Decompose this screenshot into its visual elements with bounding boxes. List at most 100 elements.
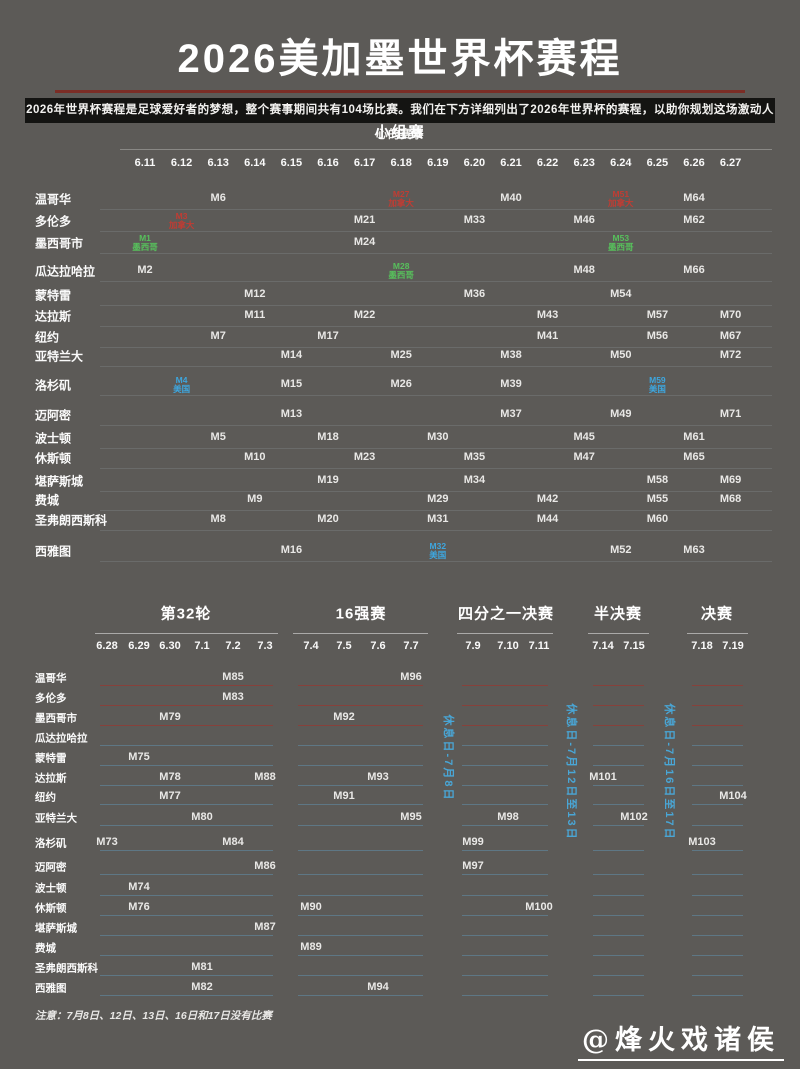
knockout-row-line-sf [593, 975, 644, 976]
match-cell-M55: M55 [646, 493, 669, 506]
section-header-line-r16 [293, 633, 428, 634]
group-row-line [100, 468, 772, 469]
knockout-date-6.30: 6.30 [159, 640, 181, 652]
group-row-line [100, 510, 772, 511]
knockout-row-line-sf [593, 705, 644, 706]
knockout-row-line-final [692, 725, 743, 726]
match-cell-M38: M38 [500, 349, 522, 362]
knockout-row-line-final [692, 765, 743, 766]
group-row-line [100, 425, 772, 426]
match-cell-M75: M75 [128, 751, 150, 764]
knockout-date-6.29: 6.29 [128, 640, 150, 652]
match-cell-M81: M81 [191, 961, 213, 974]
match-cell-M16: M16 [280, 544, 303, 557]
page-title: 2026美加墨世界杯赛程 [177, 37, 623, 81]
group-city-label: 迈阿密 [35, 408, 72, 423]
rest-day-label-1: 休息日-7月8日 [442, 714, 454, 802]
knockout-row-line-final [692, 705, 743, 706]
knockout-row-line-qf [462, 785, 548, 786]
knockout-date-7.10: 7.10 [497, 640, 519, 652]
knockout-city-label: 蒙特雷 [35, 752, 67, 765]
knockout-row-line-qf [462, 765, 548, 766]
match-cell-M29: M29 [427, 493, 449, 506]
match-cell-M51: M51 加拿大 [608, 189, 634, 208]
match-cell-M9: M9 [247, 493, 263, 506]
match-cell-M33: M33 [463, 214, 486, 227]
match-cell-M96: M96 [400, 671, 422, 684]
group-date-6.13: 6.13 [207, 157, 229, 169]
match-cell-M86: M86 [254, 860, 276, 873]
section-title-sf: 半决赛 [593, 605, 643, 623]
knockout-row-line-r32 [100, 705, 273, 706]
knockout-row-line-r32 [100, 745, 273, 746]
match-cell-M74: M74 [128, 881, 150, 894]
knockout-row-line-r16 [298, 804, 423, 805]
knockout-date-7.9: 7.9 [465, 640, 481, 652]
knockout-row-line-sf [593, 785, 644, 786]
group-date-6.19: 6.19 [427, 157, 449, 169]
knockout-row-line-r16 [298, 745, 423, 746]
knockout-city-label: 休斯顿 [35, 902, 67, 915]
knockout-row-line-final [692, 995, 743, 996]
knockout-row-line-r32 [100, 874, 273, 875]
match-cell-M22: M22 [353, 309, 376, 322]
group-date-6.26: 6.26 [683, 157, 705, 169]
watermark-signature: @烽火戏诸侯 [578, 1018, 784, 1061]
group-date-6.16: 6.16 [317, 157, 339, 169]
match-cell-M65: M65 [683, 451, 705, 464]
knockout-date-6.28: 6.28 [96, 640, 118, 652]
group-date-6.22: 6.22 [536, 157, 559, 169]
footer-note: 注意：7月8日、12日、13日、16日和17日没有比赛 [35, 1010, 272, 1022]
match-cell-M49: M49 [610, 408, 632, 421]
knockout-row-line-sf [593, 825, 644, 826]
match-cell-M42: M42 [536, 493, 559, 506]
knockout-row-line-qf [462, 725, 548, 726]
match-cell-M8: M8 [210, 513, 226, 526]
knockout-row-line-sf [593, 850, 644, 851]
group-row-line [100, 530, 772, 531]
match-cell-M43: M43 [536, 309, 559, 322]
group-row-line [100, 305, 772, 306]
knockout-city-label: 纽约 [35, 791, 56, 804]
knockout-date-7.1: 7.1 [194, 640, 210, 652]
knockout-row-line-sf [593, 874, 644, 875]
knockout-row-line-final [692, 915, 743, 916]
group-city-label: 圣弗朗西斯科 [35, 513, 108, 528]
match-cell-M50: M50 [610, 349, 632, 362]
match-cell-M23: M23 [353, 451, 376, 464]
knockout-row-line-sf [593, 955, 644, 956]
knockout-row-line-sf [593, 995, 644, 996]
group-date-6.20: 6.20 [463, 157, 486, 169]
group-city-label: 多伦多 [35, 214, 72, 229]
knockout-row-line-qf [462, 705, 548, 706]
match-cell-M17: M17 [317, 330, 339, 343]
knockout-row-line-final [692, 685, 743, 686]
knockout-row-line-final [692, 825, 743, 826]
section-title-r16: 16强赛 [335, 605, 387, 623]
knockout-row-line-qf [462, 975, 548, 976]
group-date-6.24: 6.24 [610, 157, 632, 169]
knockout-date-7.18: 7.18 [691, 640, 713, 652]
knockout-row-line-qf [462, 685, 548, 686]
match-cell-M2: M2 [137, 264, 153, 277]
match-cell-M39: M39 [500, 378, 522, 391]
match-cell-M31: M31 [427, 513, 449, 526]
match-cell-M69: M69 [719, 474, 742, 487]
section-header-line-sf [588, 633, 649, 634]
section-title-qf: 四分之一决赛 [457, 605, 555, 623]
match-cell-M84: M84 [222, 836, 244, 849]
match-cell-M15: M15 [280, 378, 303, 391]
knockout-row-line-sf [593, 725, 644, 726]
knockout-row-line-qf [462, 825, 548, 826]
knockout-city-label: 亚特兰大 [35, 812, 77, 825]
match-cell-M45: M45 [573, 431, 595, 444]
knockout-row-line-sf [593, 935, 644, 936]
match-cell-M41: M41 [536, 330, 559, 343]
match-cell-M77: M77 [159, 790, 181, 803]
match-cell-M59: M59 美国 [648, 375, 666, 394]
match-cell-M82: M82 [191, 981, 213, 994]
match-cell-M46: M46 [573, 214, 595, 227]
match-cell-M28: M28 墨西哥 [388, 261, 414, 280]
knockout-city-label: 多伦多 [35, 692, 67, 705]
title-divider-line [55, 90, 745, 93]
